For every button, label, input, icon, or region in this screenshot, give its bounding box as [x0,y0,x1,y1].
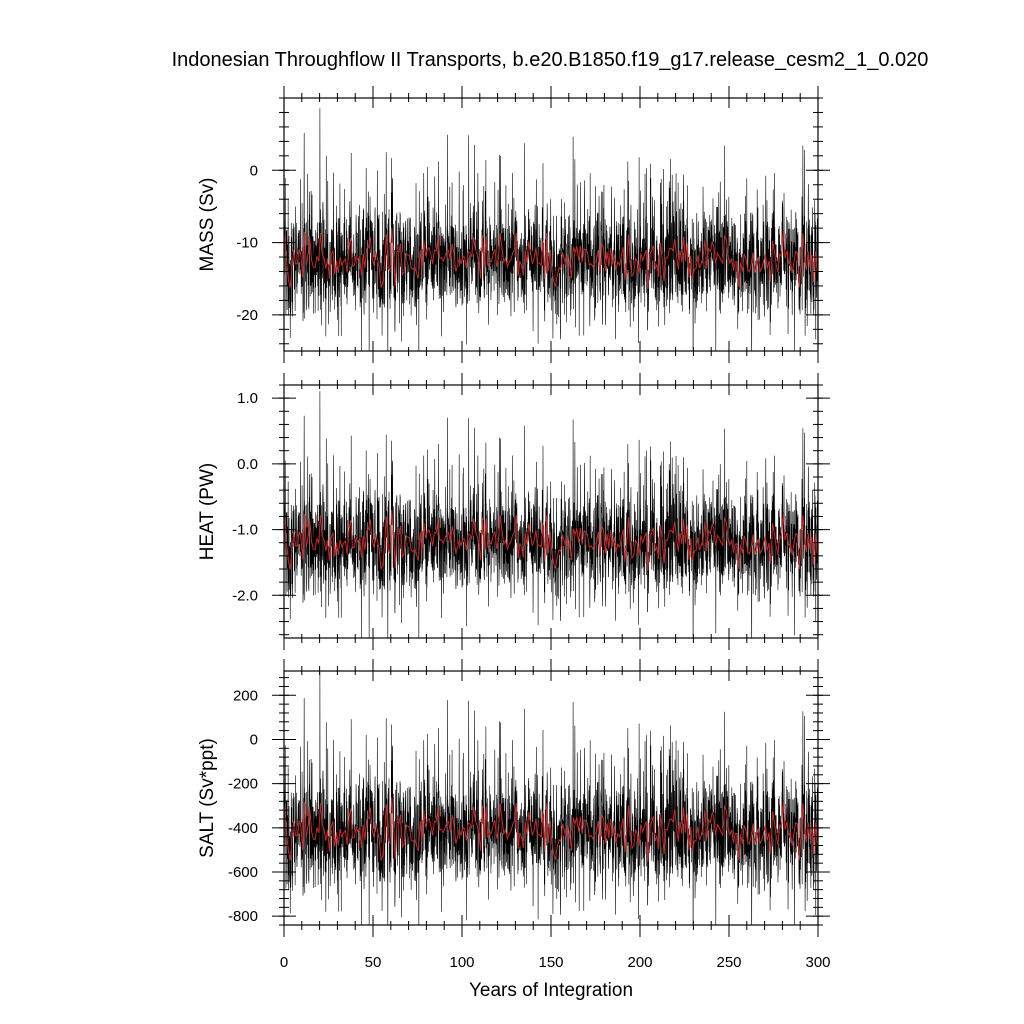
panels-group: 0 -10 -20 MASS (Sv) 1.0 0.0 -1.0 -2.0 HEAT (PW) 2… [197,86,831,971]
y-tick-label: -800 [228,908,258,925]
y-tick-label: -200 [228,776,258,793]
y-axis-label-heat: HEAT (PW) [197,463,218,560]
x-tick-label: 50 [365,954,382,971]
y-tick-label: -10 [236,235,258,252]
y-tick-label: -20 [236,307,258,324]
y-axis-label-mass: MASS (Sv) [197,178,218,272]
x-axis-label: Years of Integration [469,980,633,1001]
series-line-monthly-mass [284,108,818,351]
y-axis-label-salt: SALT (Sv*ppt) [197,738,218,858]
y-tick-label: 0 [250,731,258,748]
x-tick-label: 150 [538,954,563,971]
panel-salt: 200 0 -200 -400 -600 -800 SALT (Sv*ppt) 0 50 100 1… [197,659,831,971]
x-tick-label: 250 [716,954,741,971]
series-line-annual-mean-mass [284,227,818,289]
y-tick-label: -1.0 [232,522,258,539]
y-tick-label: -2.0 [232,587,258,604]
x-tick-label: 100 [449,954,474,971]
y-tick-label: 0.0 [237,456,258,473]
y-tick-label: 200 [233,687,258,704]
series-line-annual-mean-heat [284,509,818,571]
y-tick-label: -600 [228,864,258,881]
panel-heat: 1.0 0.0 -1.0 -2.0 HEAT (PW) [197,373,830,650]
y-tick-label: -400 [228,820,258,837]
x-tick-label: 200 [627,954,652,971]
y-tick-label: 0 [250,162,258,179]
series-line-monthly-heat [284,391,818,638]
chart-title: Indonesian Throughflow II Transports, b.… [172,49,929,71]
series-line-annual-mean-salt [284,797,818,862]
x-tick-label: 0 [280,954,288,971]
panel-mass: 0 -10 -20 MASS (Sv) [197,86,830,363]
series-line-monthly-salt [284,672,818,925]
x-tick-label: 300 [805,954,830,971]
y-tick-label: 1.0 [237,390,258,407]
